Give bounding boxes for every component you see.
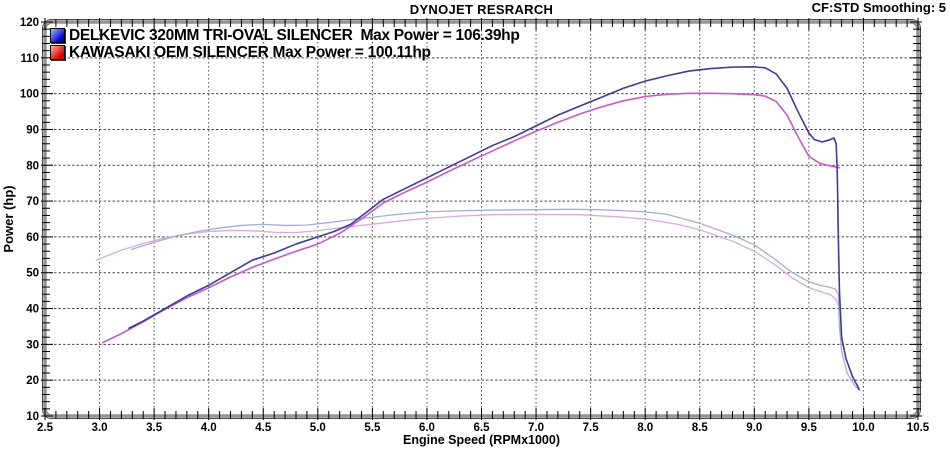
- x-tick-label: 5.5: [364, 422, 381, 434]
- legend-label-delkevic: DELKEVIC 320MM TRI-OVAL SILENCER Max Pow…: [69, 27, 520, 44]
- x-axis-title: Engine Speed (RPMx1000): [403, 433, 560, 447]
- x-tick-label: 3.0: [92, 422, 108, 434]
- delkevic-torque-trace: [130, 208, 861, 392]
- smoothing-info: CF:STD Smoothing: 5: [811, 0, 946, 15]
- y-tick-label: 50: [26, 268, 39, 280]
- x-tick-label: 8.0: [637, 422, 653, 434]
- x-tick-label: 6.0: [419, 422, 435, 434]
- kawasaki-power-trace: [102, 92, 841, 344]
- x-tick-label: 4.5: [255, 422, 272, 434]
- x-tick-label: 10.5: [907, 422, 930, 434]
- y-tick-label: 10: [26, 411, 39, 423]
- legend-item-kawasaki: KAWASAKI OEM SILENCER Max Power = 100.11…: [50, 44, 520, 61]
- y-tick-label: 80: [26, 160, 39, 172]
- y-tick-label: 110: [20, 53, 39, 65]
- y-tick-label: 90: [26, 124, 39, 136]
- y-tick-label: 60: [26, 232, 39, 244]
- legend-label-kawasaki: KAWASAKI OEM SILENCER Max Power = 100.11…: [69, 44, 431, 61]
- y-tick-label: 70: [26, 196, 39, 208]
- x-tick-label: 9.0: [746, 422, 762, 434]
- y-axis-title: Power (hp): [1, 185, 16, 252]
- x-tick-label: 2.5: [37, 422, 54, 434]
- y-tick-label: 20: [26, 375, 39, 387]
- x-tick-label: 7.5: [583, 422, 600, 434]
- x-tick-label: 8.5: [692, 422, 709, 434]
- y-tick-label: 40: [26, 304, 39, 316]
- x-tick-label: 9.5: [801, 422, 818, 434]
- x-tick-label: 5.0: [310, 422, 326, 434]
- x-tick-label: 4.0: [201, 422, 217, 434]
- y-tick-label: 120: [20, 17, 39, 29]
- y-tick-label: 100: [20, 89, 39, 101]
- kawasaki-swatch-icon: [50, 45, 65, 60]
- chart-title: DYNOJET RESRARCH: [409, 2, 554, 17]
- x-tick-label: 3.5: [146, 422, 163, 434]
- kawasaki-torque-trace: [95, 213, 839, 306]
- legend-item-delkevic: DELKEVIC 320MM TRI-OVAL SILENCER Max Pow…: [50, 27, 520, 44]
- x-tick-label: 6.5: [474, 422, 491, 434]
- legend: DELKEVIC 320MM TRI-OVAL SILENCER Max Pow…: [50, 27, 520, 61]
- delkevic-swatch-icon: [50, 28, 65, 43]
- x-tick-label: 7.0: [528, 422, 544, 434]
- x-tick-label: 10.0: [852, 422, 874, 434]
- y-tick-label: 30: [26, 339, 39, 351]
- delkevic-power-trace: [128, 65, 860, 390]
